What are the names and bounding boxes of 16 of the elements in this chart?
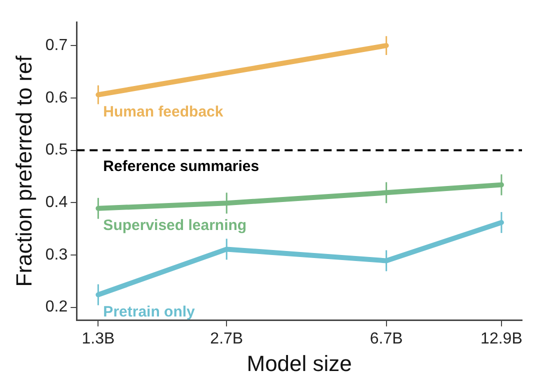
ref-line-label: Reference summaries [103, 158, 260, 175]
x-tick-label: 12.9B [480, 330, 522, 348]
y-tick-label: 0.5 [45, 142, 68, 159]
series-label: Pretrain only [103, 303, 196, 320]
x-tick-label: 1.3B [82, 330, 115, 348]
y-tick-label: 0.2 [45, 298, 68, 316]
x-axis-title: Model size [246, 350, 352, 376]
x-tick-label: 2.7B [210, 330, 244, 348]
series-label: Supervised learning [103, 217, 247, 234]
y-tick-label: 0.7 [45, 36, 68, 54]
series-label: Human feedback [103, 103, 224, 120]
y-tick-label: 0.4 [45, 194, 68, 212]
x-tick-label: 6.7B [370, 330, 403, 348]
y-tick-label: 0.6 [45, 89, 68, 106]
y-axis-title: Fraction preferred to ref [11, 54, 36, 287]
y-tick-label: 0.3 [45, 246, 68, 264]
